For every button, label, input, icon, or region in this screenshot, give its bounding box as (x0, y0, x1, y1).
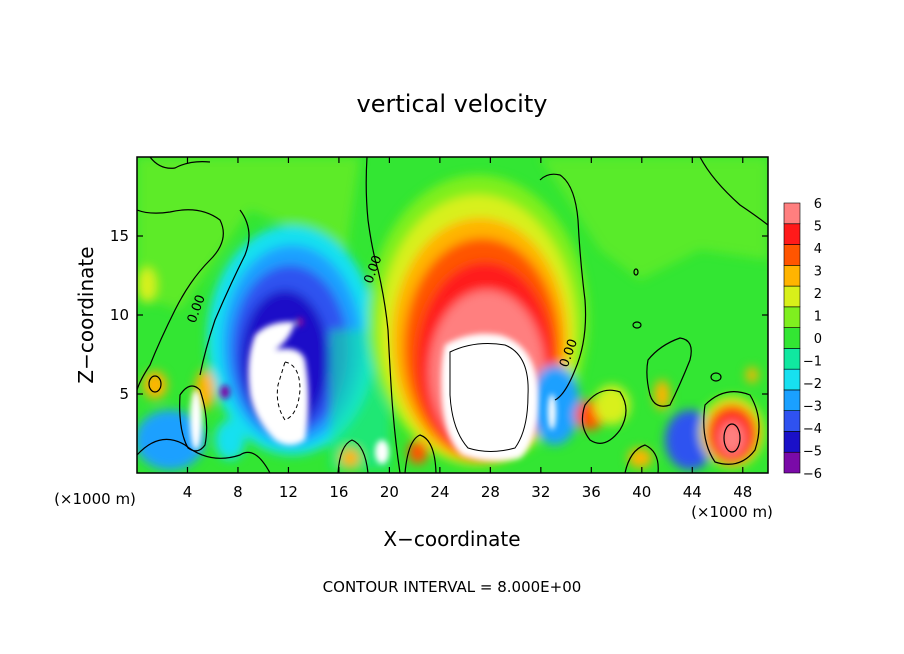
contour-zero-right (539, 173, 587, 401)
right-orange-small (654, 380, 670, 410)
x-tick-label: 36 (582, 483, 601, 501)
right-white-column (548, 394, 556, 430)
x-tick-label: 12 (279, 483, 298, 501)
contour-bottom-left (137, 438, 271, 473)
colorbar-swatch (783, 285, 801, 308)
contour-interval-note: CONTOUR INTERVAL = 8.000E+00 (323, 578, 582, 596)
contour-right-updraft-inner (723, 423, 741, 453)
colorbar-label: 4 (814, 242, 822, 257)
contour-updraft-core (449, 343, 529, 452)
colorbar-swatch (783, 244, 801, 266)
contour-small-dot-2 (632, 321, 642, 329)
right-yellow-patch (594, 385, 630, 425)
colorbar-swatch (783, 431, 801, 453)
colorbar-swatch (783, 327, 801, 349)
contour-right-updraft-outer (703, 391, 760, 465)
colorbar-swatch (783, 368, 801, 391)
bottom-orange-3 (628, 448, 652, 468)
colorbar-label: 5 (814, 220, 822, 235)
colorbar-label: −6 (803, 467, 822, 482)
contour-lines (137, 157, 768, 473)
bottom-orange-2 (408, 440, 428, 464)
y-tick-label: 10 (110, 306, 129, 324)
left-cyan-patch (215, 420, 245, 460)
chart-title: vertical velocity (357, 90, 548, 118)
colorbar-swatch (783, 265, 801, 287)
downdraft-purple-rim (296, 317, 304, 327)
colorbar-label: 3 (814, 265, 822, 280)
colorbar-label: 2 (814, 287, 822, 302)
contour-zero-center (365, 157, 401, 473)
x-tick-label: 40 (632, 483, 651, 501)
contour-zero-upper-left (149, 157, 250, 376)
heatmap-field (137, 157, 768, 473)
colorbar-swatch (783, 451, 801, 474)
bottom-white-blob (375, 440, 389, 464)
x-unit-label-right: (×1000 m) (691, 503, 773, 521)
left-yellow-patch (137, 267, 157, 303)
contour-bottom-blob-2 (404, 434, 437, 473)
contour-small-dot-1 (633, 268, 639, 276)
colorbar-label: −4 (803, 422, 822, 437)
y-tick-label: 5 (119, 385, 129, 403)
y-axis: 5 10 15 (110, 227, 768, 403)
far-right-orange (746, 367, 758, 383)
x-tick-label: 20 (380, 483, 399, 501)
contour-zero-left (137, 209, 224, 391)
contour-bottom-blob-1 (337, 439, 369, 473)
y-tick-label: 15 (110, 227, 129, 245)
x-tick-label: 8 (233, 483, 243, 501)
x-tick-label: 4 (183, 483, 193, 501)
colorbar-swatch (783, 202, 801, 225)
colorbar-label: −3 (803, 400, 822, 415)
light-green-region (137, 157, 360, 310)
colorbar-swatch (783, 348, 801, 370)
x-tick-label: 48 (733, 483, 752, 501)
colorbar-label: −2 (803, 377, 822, 392)
colorbar-label: −1 (803, 355, 822, 370)
contour-left-column (179, 385, 208, 452)
light-green-region-right (540, 157, 768, 280)
updraft-white-core (441, 333, 539, 461)
colorbar-label: 0 (814, 332, 822, 347)
contour-zero-far-right (699, 157, 768, 226)
left-purple-dot (220, 385, 230, 399)
contour-small-dot-3 (710, 372, 722, 382)
x-tick-label: 32 (531, 483, 550, 501)
colorbar-label: −5 (803, 445, 822, 460)
contour-downdraft-dashed (276, 361, 301, 421)
bottom-orange-1 (340, 448, 360, 468)
right-updraft-core (719, 421, 745, 455)
left-orange-patch (143, 371, 167, 399)
contour-bottom-blob-3 (624, 444, 659, 473)
x-tick-label: 28 (481, 483, 500, 501)
contour-right-blob (581, 389, 627, 444)
colorbar-swatch (783, 389, 801, 411)
colorbar-swatch (783, 410, 801, 432)
colorbar-swatch (783, 306, 801, 328)
x-axis: 4 8 12 16 20 24 28 32 36 40 44 48 (183, 157, 752, 501)
x-tick-label: 44 (683, 483, 702, 501)
contour-small-dot-4 (148, 375, 162, 393)
colorbar-label: 1 (814, 310, 822, 325)
colorbar-label: 6 (814, 197, 822, 212)
contour-right-loop (646, 337, 692, 407)
x-unit-label-left: (×1000 m) (54, 490, 136, 508)
left-white-column (190, 390, 202, 450)
x-tick-label: 16 (329, 483, 348, 501)
y-axis-title: Z−coordinate (74, 246, 98, 383)
colorbar-swatch (783, 223, 801, 245)
x-axis-title: X−coordinate (383, 527, 520, 551)
x-tick-label: 24 (430, 483, 449, 501)
colorbar: −6 −5 −4 −3 −2 −1 0 1 2 3 4 5 6 (783, 197, 822, 482)
